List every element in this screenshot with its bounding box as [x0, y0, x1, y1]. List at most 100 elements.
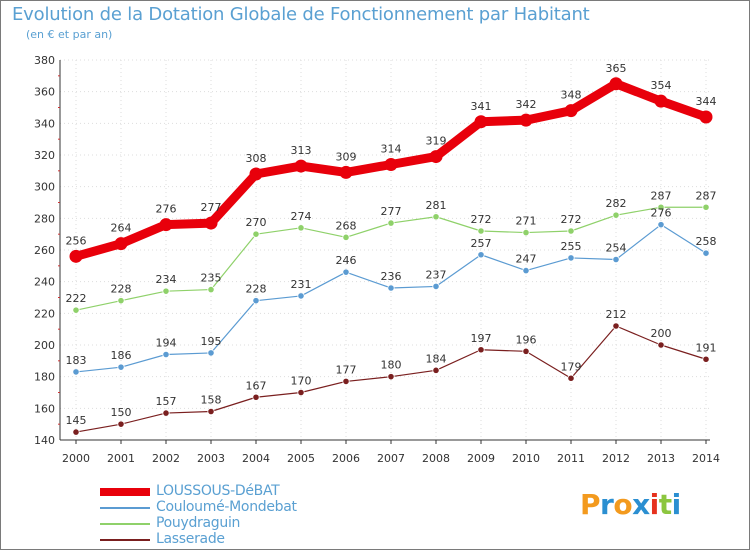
- data-point: [702, 249, 710, 257]
- data-label: 281: [426, 199, 447, 212]
- data-label: 276: [651, 207, 672, 220]
- data-label: 287: [651, 189, 672, 202]
- legend-label: Lasserade: [156, 531, 225, 547]
- data-label: 157: [156, 395, 177, 408]
- data-label: 341: [471, 100, 492, 113]
- data-point: [387, 284, 395, 292]
- x-tick-label: 2000: [62, 452, 90, 465]
- data-point: [72, 428, 80, 436]
- data-point: [432, 282, 440, 291]
- data-point: [72, 368, 80, 376]
- legend-swatch-lasserade: [100, 539, 150, 541]
- data-point: [342, 268, 350, 276]
- data-label: 270: [246, 216, 267, 229]
- data-label: 179: [561, 360, 582, 373]
- data-labels: 145 150 157 158 167 170 177 180 184 197 196 179 212 2…: [66, 62, 717, 427]
- data-label: 246: [336, 254, 357, 267]
- data-point: [297, 388, 305, 397]
- data-point: [609, 77, 623, 91]
- x-tick-label: 2001: [107, 452, 135, 465]
- data-point: [702, 203, 710, 211]
- data-label: 308: [246, 152, 267, 165]
- data-point: [339, 165, 353, 179]
- x-tick-label: 2004: [242, 452, 270, 465]
- data-label: 271: [516, 215, 537, 228]
- data-label: 287: [696, 189, 717, 202]
- x-tick-label: 2005: [287, 452, 315, 465]
- chart-title: Evolution de la Dotation Globale de Fonc…: [12, 4, 590, 25]
- data-point: [207, 285, 215, 294]
- line-chart: 140 160 180 200 220 240 260 280 300 320 340 360 380 2…: [34, 54, 720, 465]
- legend-swatch-loussous-debat: [100, 488, 150, 496]
- y-tick-label: 180: [34, 371, 55, 384]
- data-label: 256: [66, 234, 87, 247]
- data-point: [204, 216, 218, 230]
- data-label: 254: [606, 242, 627, 255]
- data-label: 268: [336, 219, 357, 232]
- data-point: [477, 227, 485, 235]
- y-tick-label: 160: [34, 402, 55, 415]
- x-tick-label: 2009: [467, 452, 495, 465]
- data-label: 365: [606, 62, 627, 75]
- grid: [60, 59, 710, 441]
- data-point: [207, 349, 215, 357]
- data-label: 258: [696, 235, 717, 248]
- y-tick-label: 240: [34, 276, 55, 289]
- data-label: 313: [291, 144, 312, 157]
- data-point: [387, 373, 395, 381]
- data-label: 184: [426, 352, 447, 365]
- data-label: 222: [66, 292, 87, 305]
- data-point: [294, 159, 308, 173]
- data-point: [567, 227, 575, 235]
- data-point: [297, 224, 305, 232]
- x-tick-label: 2010: [512, 452, 540, 465]
- data-label: 196: [516, 333, 537, 346]
- data-label: 274: [291, 210, 312, 223]
- data-label: 150: [111, 406, 132, 419]
- chart-subtitle: (en € et par an): [26, 28, 113, 41]
- data-point: [477, 251, 485, 259]
- data-point: [519, 113, 533, 127]
- data-label: 255: [561, 240, 582, 253]
- data-point: [114, 237, 128, 251]
- data-label: 276: [156, 203, 177, 216]
- y-tick-label: 380: [34, 54, 55, 67]
- data-point: [432, 366, 440, 374]
- data-label: 314: [381, 143, 402, 156]
- data-point: [297, 292, 305, 300]
- data-point: [249, 167, 263, 181]
- data-label: 342: [516, 98, 537, 111]
- x-tick-label: 2013: [647, 452, 675, 465]
- y-tick-label: 260: [34, 244, 55, 257]
- data-point: [657, 221, 665, 229]
- y-tick-label: 340: [34, 117, 55, 130]
- data-label: 183: [66, 354, 87, 367]
- data-label: 344: [696, 95, 717, 108]
- data-label: 319: [426, 135, 447, 148]
- data-point: [159, 218, 173, 232]
- data-label: 194: [156, 337, 177, 350]
- data-point: [252, 297, 260, 305]
- data-point: [384, 158, 398, 171]
- y-tick-label: 300: [34, 181, 55, 194]
- legend-label: Pouydraguin: [156, 515, 241, 531]
- data-point: [657, 341, 665, 349]
- data-label: 177: [336, 363, 357, 376]
- data-point: [564, 104, 578, 118]
- x-tick-label: 2003: [197, 452, 225, 465]
- data-label: 228: [111, 283, 132, 296]
- data-point: [69, 249, 83, 263]
- data-point: [117, 363, 125, 371]
- data-point: [342, 233, 350, 241]
- data-point: [567, 374, 575, 382]
- data-point: [342, 377, 350, 386]
- x-tick-label: 2011: [557, 452, 585, 465]
- x-tick-label: 2012: [602, 452, 630, 465]
- data-point: [117, 420, 125, 428]
- legend-swatch-pouydraguin: [100, 523, 150, 525]
- data-point: [522, 347, 530, 355]
- data-label: 235: [201, 272, 222, 285]
- data-label: 309: [336, 150, 357, 163]
- data-label: 282: [606, 197, 627, 210]
- data-point: [387, 219, 395, 227]
